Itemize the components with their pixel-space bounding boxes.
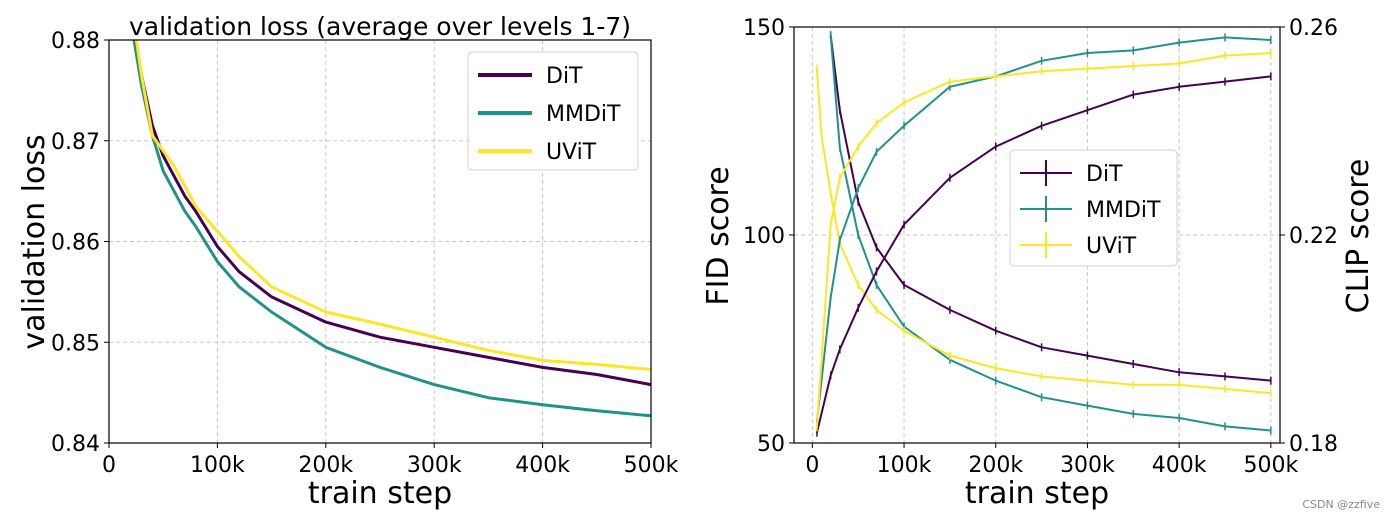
series-line-dit-clip (815, 75, 1271, 433)
right-x-tick-label: 300k (1060, 453, 1115, 478)
right-x-tick-label: 500k (1243, 453, 1298, 478)
left-y-axis-label: validation loss (17, 134, 52, 349)
left-chart-title: validation loss (average over levels 1-7… (129, 12, 631, 41)
right-right-y-tick-label: 0.26 (1289, 16, 1338, 41)
right-series-lines (815, 31, 1272, 437)
right-left-y-tick-label: 50 (757, 432, 785, 457)
left-y-tick-label: 0.84 (51, 432, 100, 457)
validation-loss-chart: 0 100k 200k 300k 400k 500k 0.84 0.85 0.86 0.87 0.8… (17, 12, 679, 511)
right-left-y-tick-label: 150 (743, 16, 785, 41)
left-legend: DiT MMDiT UViT (467, 51, 639, 171)
right-x-tick-label: 0 (805, 453, 819, 478)
right-x-tick-label: 400k (1152, 453, 1207, 478)
series-line-uvit (134, 40, 651, 371)
left-x-tick-label: 100k (190, 453, 245, 478)
right-right-y-tick-label: 0.18 (1289, 432, 1338, 457)
right-ticks: 0 100k 200k 300k 400k 500k 50 100 150 0.18 0.22 0.2… (743, 16, 1338, 478)
fid-clip-chart: 0 100k 200k 300k 400k 500k 50 100 150 0.18 0.22 0.2… (701, 16, 1376, 511)
left-y-tick-label: 0.85 (51, 331, 100, 356)
left-y-tick-label: 0.88 (51, 29, 100, 54)
left-plot-frame (108, 39, 652, 444)
legend-label-dit: DiT (1086, 162, 1123, 187)
right-left-y-tick-label: 100 (743, 224, 785, 249)
left-x-tick-label: 200k (298, 453, 353, 478)
right-right-y-axis-label: CLIP score (1341, 159, 1376, 314)
left-series-lines (132, 40, 651, 418)
legend-label-uvit: UViT (546, 140, 597, 165)
right-x-tick-label: 100k (877, 453, 932, 478)
series-line-mmdit-clip (815, 36, 1271, 423)
left-x-tick-label: 500k (624, 453, 679, 478)
left-x-tick-label: 0 (102, 453, 116, 478)
right-left-y-axis-label: FID score (701, 166, 736, 305)
left-x-tick-label: 400k (515, 453, 570, 478)
series-line-uvit-clip (815, 52, 1271, 428)
legend-label-uvit: UViT (1086, 234, 1137, 259)
watermark: CSDN @zzfive (1302, 498, 1380, 511)
right-plot-frame (793, 26, 1281, 444)
left-x-axis-label: train step (308, 476, 452, 511)
right-right-y-tick-label: 0.22 (1289, 224, 1338, 249)
right-x-tick-label: 200k (968, 453, 1023, 478)
right-x-axis-label: train step (965, 476, 1109, 511)
left-legend-box (467, 51, 639, 171)
left-x-tick-label: 300k (407, 453, 462, 478)
legend-label-mmdit: MMDiT (546, 102, 621, 127)
right-legend: DiT MMDiT UViT (1009, 149, 1178, 267)
right-legend-box (1009, 149, 1178, 267)
left-y-tick-label: 0.87 (51, 130, 100, 155)
legend-label-mmdit: MMDiT (1086, 198, 1161, 223)
left-y-tick-label: 0.86 (51, 231, 100, 256)
legend-label-dit: DiT (546, 64, 583, 89)
left-ticks: 0 100k 200k 300k 400k 500k 0.84 0.85 0.86 0.87 0.8… (51, 29, 679, 478)
